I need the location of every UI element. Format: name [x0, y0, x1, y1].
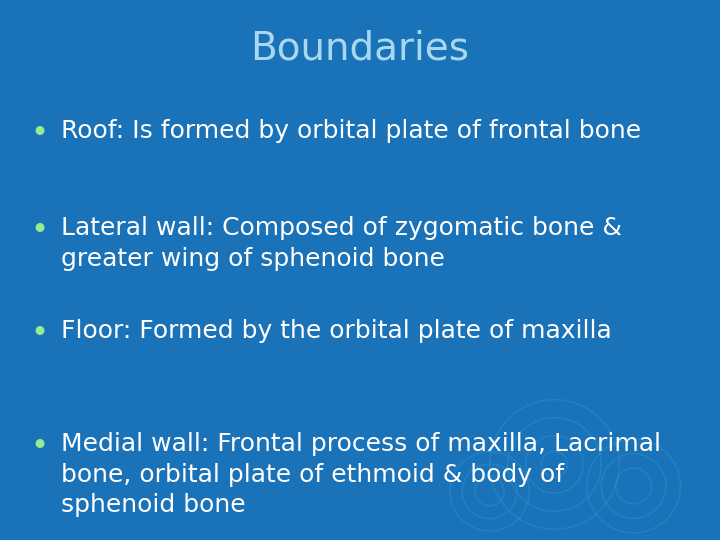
- Text: •: •: [30, 216, 49, 245]
- Text: •: •: [30, 319, 49, 348]
- Text: •: •: [30, 432, 49, 461]
- Text: Medial wall: Frontal process of maxilla, Lacrimal
bone, orbital plate of ethmoid: Medial wall: Frontal process of maxilla,…: [61, 432, 661, 517]
- Text: •: •: [30, 119, 49, 148]
- Text: Lateral wall: Composed of zygomatic bone &
greater wing of sphenoid bone: Lateral wall: Composed of zygomatic bone…: [61, 216, 622, 271]
- Text: Floor: Formed by the orbital plate of maxilla: Floor: Formed by the orbital plate of ma…: [61, 319, 612, 342]
- Text: Roof: Is formed by orbital plate of frontal bone: Roof: Is formed by orbital plate of fron…: [61, 119, 642, 143]
- Text: Boundaries: Boundaries: [251, 30, 469, 68]
